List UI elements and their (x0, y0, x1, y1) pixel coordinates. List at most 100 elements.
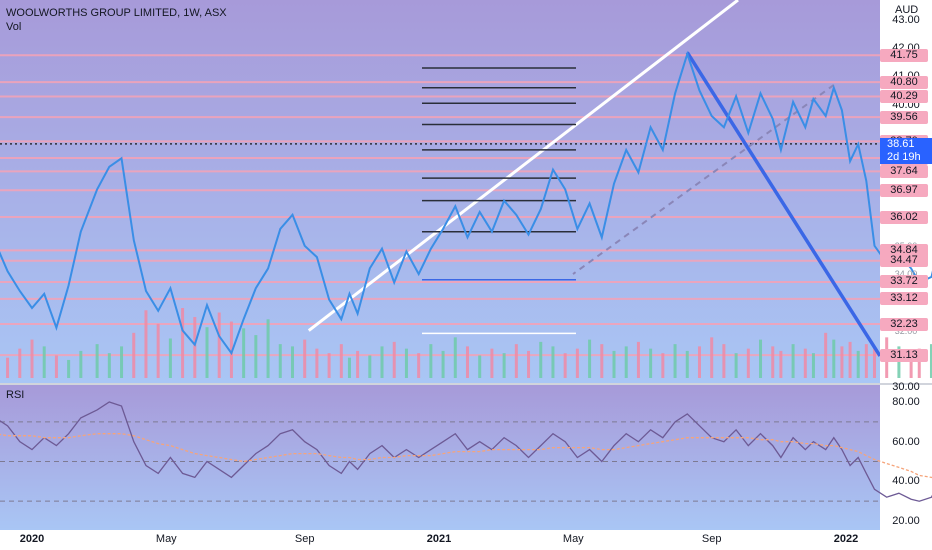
symbol-title[interactable]: WOOLWORTHS GROUP LIMITED, 1W, ASX (6, 7, 227, 19)
volume-bar (205, 327, 209, 378)
volume-bar (356, 350, 360, 378)
chart-legend: WOOLWORTHS GROUP LIMITED, 1W, ASX Vol (6, 6, 227, 34)
volume-bar (929, 344, 932, 378)
volume-bar (453, 337, 457, 378)
level-price-label: 36.97 (880, 183, 928, 197)
volume-bar (697, 346, 701, 378)
time-tick-label: 2022 (833, 533, 859, 545)
volume-bar (242, 328, 246, 378)
volume-bar (156, 323, 160, 378)
volume-bar (478, 355, 482, 378)
downtrend-line (685, 51, 882, 357)
projection-dashed-line (572, 84, 835, 275)
volume-bar (303, 339, 307, 378)
volume-legend[interactable]: Vol (6, 21, 22, 33)
volume-bar (832, 339, 836, 378)
volume-bar (722, 344, 726, 378)
price-line-layer (0, 50, 932, 356)
volume-bar (673, 344, 677, 378)
volume-bar (575, 348, 579, 378)
price-tick-label: 43.00 (892, 14, 920, 26)
rsi-legend[interactable]: RSI (6, 389, 25, 401)
volume-bar (848, 341, 852, 378)
rsi-ma-line (0, 433, 932, 479)
bar-countdown: 2d 19h (887, 151, 921, 163)
current-price-label: 38.61 2d 19h (880, 138, 932, 164)
volume-bar (347, 357, 351, 378)
volume-bar (18, 348, 22, 378)
volume-bar (856, 350, 860, 378)
level-price-label: 37.64 (880, 164, 928, 178)
volume-bar (734, 353, 738, 378)
volume-bar (514, 344, 518, 378)
level-price-label: 40.80 (880, 75, 928, 89)
volume-bar (624, 346, 628, 378)
time-tick-label: 2021 (426, 533, 452, 545)
volume-bar (315, 348, 319, 378)
time-tick-label: May (562, 533, 584, 545)
volume-bar (168, 338, 172, 378)
level-price-label: 34.47 (880, 254, 928, 268)
price-tick-label: 32.00 (894, 325, 918, 336)
time-tick-label: Sep (294, 533, 315, 545)
volume-bar (490, 348, 494, 378)
volume-bar (30, 339, 34, 378)
volume-bar (710, 337, 714, 378)
volume-bar (551, 346, 555, 378)
volume-bar (266, 319, 270, 378)
volume-bar (290, 346, 294, 378)
volume-bar (759, 339, 763, 378)
volume-bar (181, 308, 185, 378)
time-tick-label: 2020 (19, 533, 45, 545)
volume-bar (217, 312, 221, 378)
volume-bar (771, 346, 775, 378)
rsi-layer (0, 401, 932, 502)
time-tick-label: May (155, 533, 177, 545)
drawings-layer (307, 0, 882, 357)
current-price-value: 38.61 (887, 138, 915, 150)
rsi-tick-label: 80.00 (892, 396, 920, 408)
volume-bar (417, 353, 421, 378)
volume-bar (864, 344, 868, 378)
volume-bar (54, 355, 58, 378)
volume-bar (441, 350, 445, 378)
level-price-label: 41.75 (880, 48, 928, 62)
volume-bar (600, 344, 604, 378)
volume-bar (380, 346, 384, 378)
volume-bar (527, 350, 531, 378)
price-series-line (0, 50, 932, 356)
volume-bar (803, 348, 807, 378)
rsi-line (0, 401, 932, 502)
volume-bar (636, 341, 640, 378)
volume-bar (897, 346, 901, 378)
volume-bar (193, 317, 197, 378)
level-price-label: 36.02 (880, 210, 928, 224)
volume-bar (840, 346, 844, 378)
volume-bar (278, 344, 282, 378)
time-tick-label: Sep (701, 533, 722, 545)
level-price-label: 34.84 (880, 243, 928, 257)
volume-bar (465, 346, 469, 378)
volume-bar (6, 357, 10, 378)
volume-bar (746, 348, 750, 378)
level-price-label: 40.29 (880, 90, 928, 103)
volume-bar (612, 350, 616, 378)
price-tick-label: 34.00 (894, 269, 918, 280)
volume-bar (79, 350, 83, 378)
volume-bar (229, 321, 233, 378)
volume-bar (42, 346, 46, 378)
volume-bar (254, 335, 258, 378)
volume-bar (685, 350, 689, 378)
rsi-pane-background (0, 385, 880, 530)
volume-bar (824, 332, 828, 378)
volume-bar (502, 353, 506, 378)
level-price-label: 32.23 (880, 317, 928, 331)
volume-bar (811, 353, 815, 378)
volume-bar (327, 353, 331, 378)
currency-label[interactable]: AUD (895, 4, 919, 16)
volume-bar (661, 353, 665, 378)
price-pane-background (0, 0, 880, 383)
level-price-label: 33.72 (880, 275, 928, 289)
